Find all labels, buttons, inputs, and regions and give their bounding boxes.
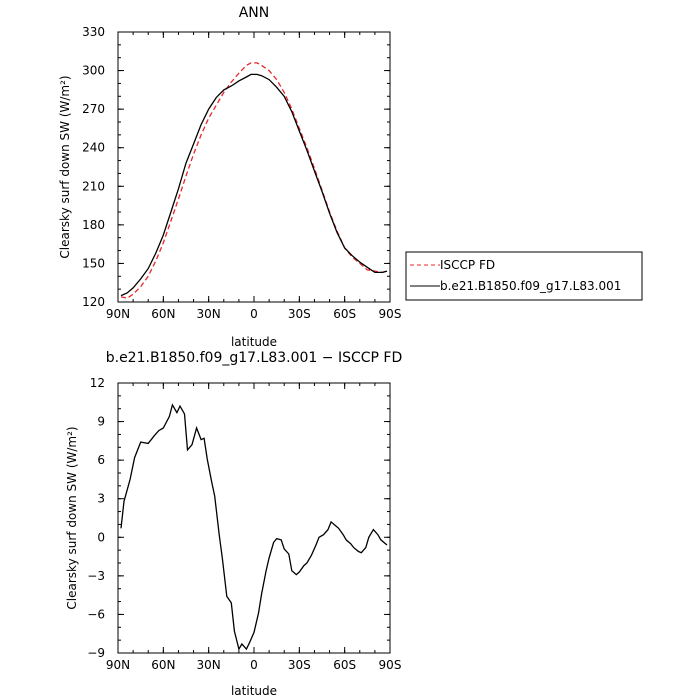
top-axis-ticks <box>117 31 391 303</box>
top-y-tick-label: 150 <box>82 256 105 270</box>
bottom-y-tick-label: −3 <box>87 569 105 583</box>
bottom-x-tick-label: 90N <box>106 658 130 672</box>
top-series-line-0 <box>120 62 388 299</box>
bottom-x-tick-label: 60N <box>151 658 175 672</box>
top-chart-title: ANN <box>239 5 270 21</box>
top-y-tick-label: 210 <box>82 179 105 193</box>
bottom-series-group <box>120 403 388 651</box>
bottom-y-tick-label: 3 <box>97 492 105 506</box>
top-x-tick-label: 30N <box>197 307 221 321</box>
bottom-x-tick-label: 0 <box>250 658 258 672</box>
bottom-axis-ticks <box>117 382 391 654</box>
bottom-y-tick-label: −6 <box>87 607 105 621</box>
bottom-y-tick-label: 12 <box>90 376 105 390</box>
bottom-x-axis-label: latitude <box>231 684 277 698</box>
bottom-chart-title: b.e21.B1850.f09_g17.L83.001 − ISCCP FD <box>106 350 403 366</box>
bottom-panel: b.e21.B1850.f09_g17.L83.001 − ISCCP FD 9… <box>65 350 402 698</box>
top-plot-frame <box>117 31 391 303</box>
top-y-tick-label: 120 <box>82 295 105 309</box>
top-y-tick-label: 270 <box>82 102 105 116</box>
top-x-tick-label: 0 <box>250 307 258 321</box>
top-y-axis-label: Clearsky surf down SW (W/m²) <box>58 75 72 258</box>
bottom-series-line-0 <box>120 403 388 651</box>
bottom-y-tick-label: 9 <box>97 415 105 429</box>
top-panel: ANN 90N 60N 30N 0 30S 60S 90S 120 150 180 210 240 27… <box>58 5 401 349</box>
top-x-tick-label: 60S <box>333 307 356 321</box>
bottom-y-axis-label: Clearsky surf down SW (W/m²) <box>65 426 79 609</box>
top-x-tick-label: 90S <box>379 307 402 321</box>
top-y-tick-label: 240 <box>82 141 105 155</box>
top-y-tick-label: 300 <box>82 64 105 78</box>
bottom-plot-frame <box>117 382 391 654</box>
top-y-tick-label: 330 <box>82 25 105 39</box>
top-tick-labels: 90N 60N 30N 0 30S 60S 90S 120 150 180 210 240 270 300… <box>82 25 401 321</box>
legend: ISCCP FD b.e21.B1850.f09_g17.L83.001 <box>405 251 643 301</box>
top-y-tick-label: 180 <box>82 218 105 232</box>
bottom-x-tick-label: 30S <box>288 658 311 672</box>
legend-label-model: b.e21.B1850.f09_g17.L83.001 <box>440 279 621 293</box>
bottom-y-tick-label: 6 <box>97 453 105 467</box>
top-series-group <box>120 62 388 299</box>
top-x-tick-label: 90N <box>106 307 130 321</box>
bottom-x-tick-label: 30N <box>197 658 221 672</box>
legend-box <box>405 251 643 301</box>
top-series-line-1 <box>120 73 388 297</box>
top-x-tick-label: 30S <box>288 307 311 321</box>
bottom-y-tick-label: −9 <box>87 646 105 660</box>
bottom-x-tick-label: 90S <box>379 658 402 672</box>
top-x-axis-label: latitude <box>231 335 277 349</box>
legend-label-isccp: ISCCP FD <box>440 258 495 272</box>
top-x-tick-label: 60N <box>151 307 175 321</box>
bottom-x-tick-label: 60S <box>333 658 356 672</box>
bottom-y-tick-label: 0 <box>97 530 105 544</box>
bottom-tick-labels: 90N 60N 30N 0 30S 60S 90S −9 −6 −3 0 3 6 9 12 <box>87 376 401 672</box>
